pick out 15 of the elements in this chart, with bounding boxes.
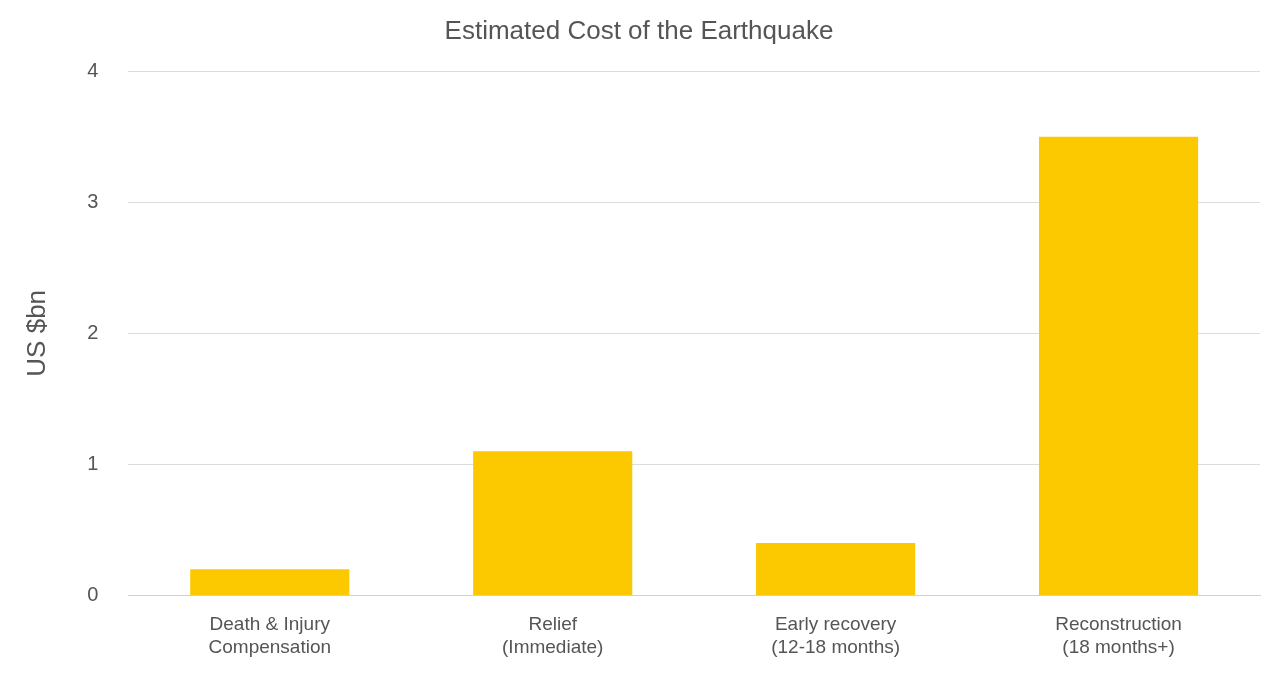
- y-tick-label: 0: [87, 582, 99, 605]
- y-tick-label: 2: [87, 320, 99, 343]
- x-tick-label: Early recovery (12-18 months): [771, 613, 901, 657]
- x-tick-label: Death & Injury Compensation: [208, 613, 332, 657]
- y-tick-label: 4: [87, 58, 99, 81]
- bar: [1038, 136, 1199, 595]
- chart-title: Estimated Cost of the Earthquake: [444, 14, 834, 45]
- x-tick-label: Relief (Immediate): [502, 613, 604, 657]
- bar: [473, 451, 633, 595]
- bar: [756, 542, 916, 595]
- y-tick-label: 1: [87, 451, 99, 474]
- y-tick-label: 3: [87, 189, 99, 212]
- x-tick-label: Reconstruction (18 months+): [1055, 613, 1182, 657]
- y-axis-title: US $bn: [20, 289, 51, 377]
- bar: [190, 569, 350, 595]
